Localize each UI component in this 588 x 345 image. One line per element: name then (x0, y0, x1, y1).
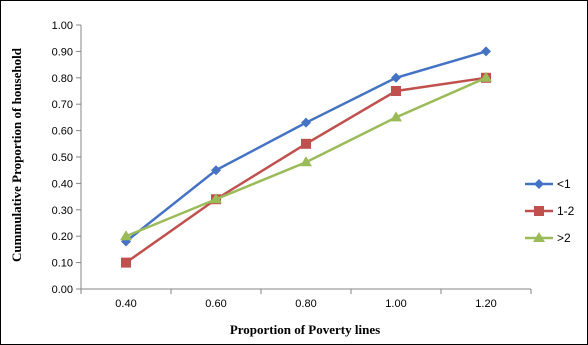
data-point (211, 165, 221, 176)
data-point (481, 46, 491, 57)
x-tick-label: 1.00 (385, 298, 406, 310)
data-point (301, 138, 311, 149)
y-tick-label: 0.10 (52, 258, 73, 270)
legend-item: >2 (525, 231, 571, 245)
y-tick-label: 0.40 (52, 178, 73, 190)
legend-item: 1-2 (525, 204, 575, 218)
y-tick-label: 0.70 (52, 99, 73, 111)
legend-label: >2 (557, 231, 571, 245)
x-tick-label: 0.60 (205, 298, 226, 310)
data-point (390, 111, 402, 122)
y-tick-label: 0.60 (52, 126, 73, 138)
series-1 (121, 46, 491, 247)
legend-marker (533, 232, 545, 242)
x-tick-label: 0.80 (295, 298, 316, 310)
legend-label: <1 (557, 177, 571, 191)
series-3 (120, 71, 492, 241)
legend-label: 1-2 (557, 204, 575, 218)
data-point (120, 230, 132, 241)
y-tick-label: 0.30 (52, 205, 73, 217)
y-tick-label: 0.00 (52, 284, 73, 296)
data-point (301, 117, 311, 128)
series-2 (121, 72, 491, 268)
y-tick-label: 1.00 (52, 20, 73, 32)
series-layer (120, 46, 492, 268)
series-line (125, 76, 487, 264)
y-tick-label: 0.50 (52, 152, 73, 164)
data-point (300, 156, 312, 167)
x-axis-ticks: 0.40 0.60 0.80 1.00 1.20 (80, 289, 532, 310)
y-axis-title: Cummulative Proportion of household (9, 47, 24, 262)
data-point (121, 257, 131, 268)
y-axis-ticks: 0.00 0.10 0.20 0.30 0.40 0.50 0.60 0.70 0.80 0.90… (52, 20, 81, 296)
x-tick-label: 0.40 (115, 298, 136, 310)
y-tick-label: 0.90 (52, 46, 73, 58)
y-tick-label: 0.80 (52, 73, 73, 85)
x-tick-label: 1.20 (475, 298, 496, 310)
data-point (210, 193, 222, 204)
data-point (391, 86, 401, 96)
legend-marker (534, 206, 544, 216)
y-tick-label: 0.20 (52, 231, 73, 243)
data-point (391, 72, 401, 83)
legend-marker (534, 179, 544, 189)
data-point (480, 71, 492, 82)
x-axis-title: Proportion of Poverty lines (230, 322, 380, 337)
legend-item: <1 (525, 177, 571, 191)
legend: <1 1-2 >2 (525, 177, 575, 245)
